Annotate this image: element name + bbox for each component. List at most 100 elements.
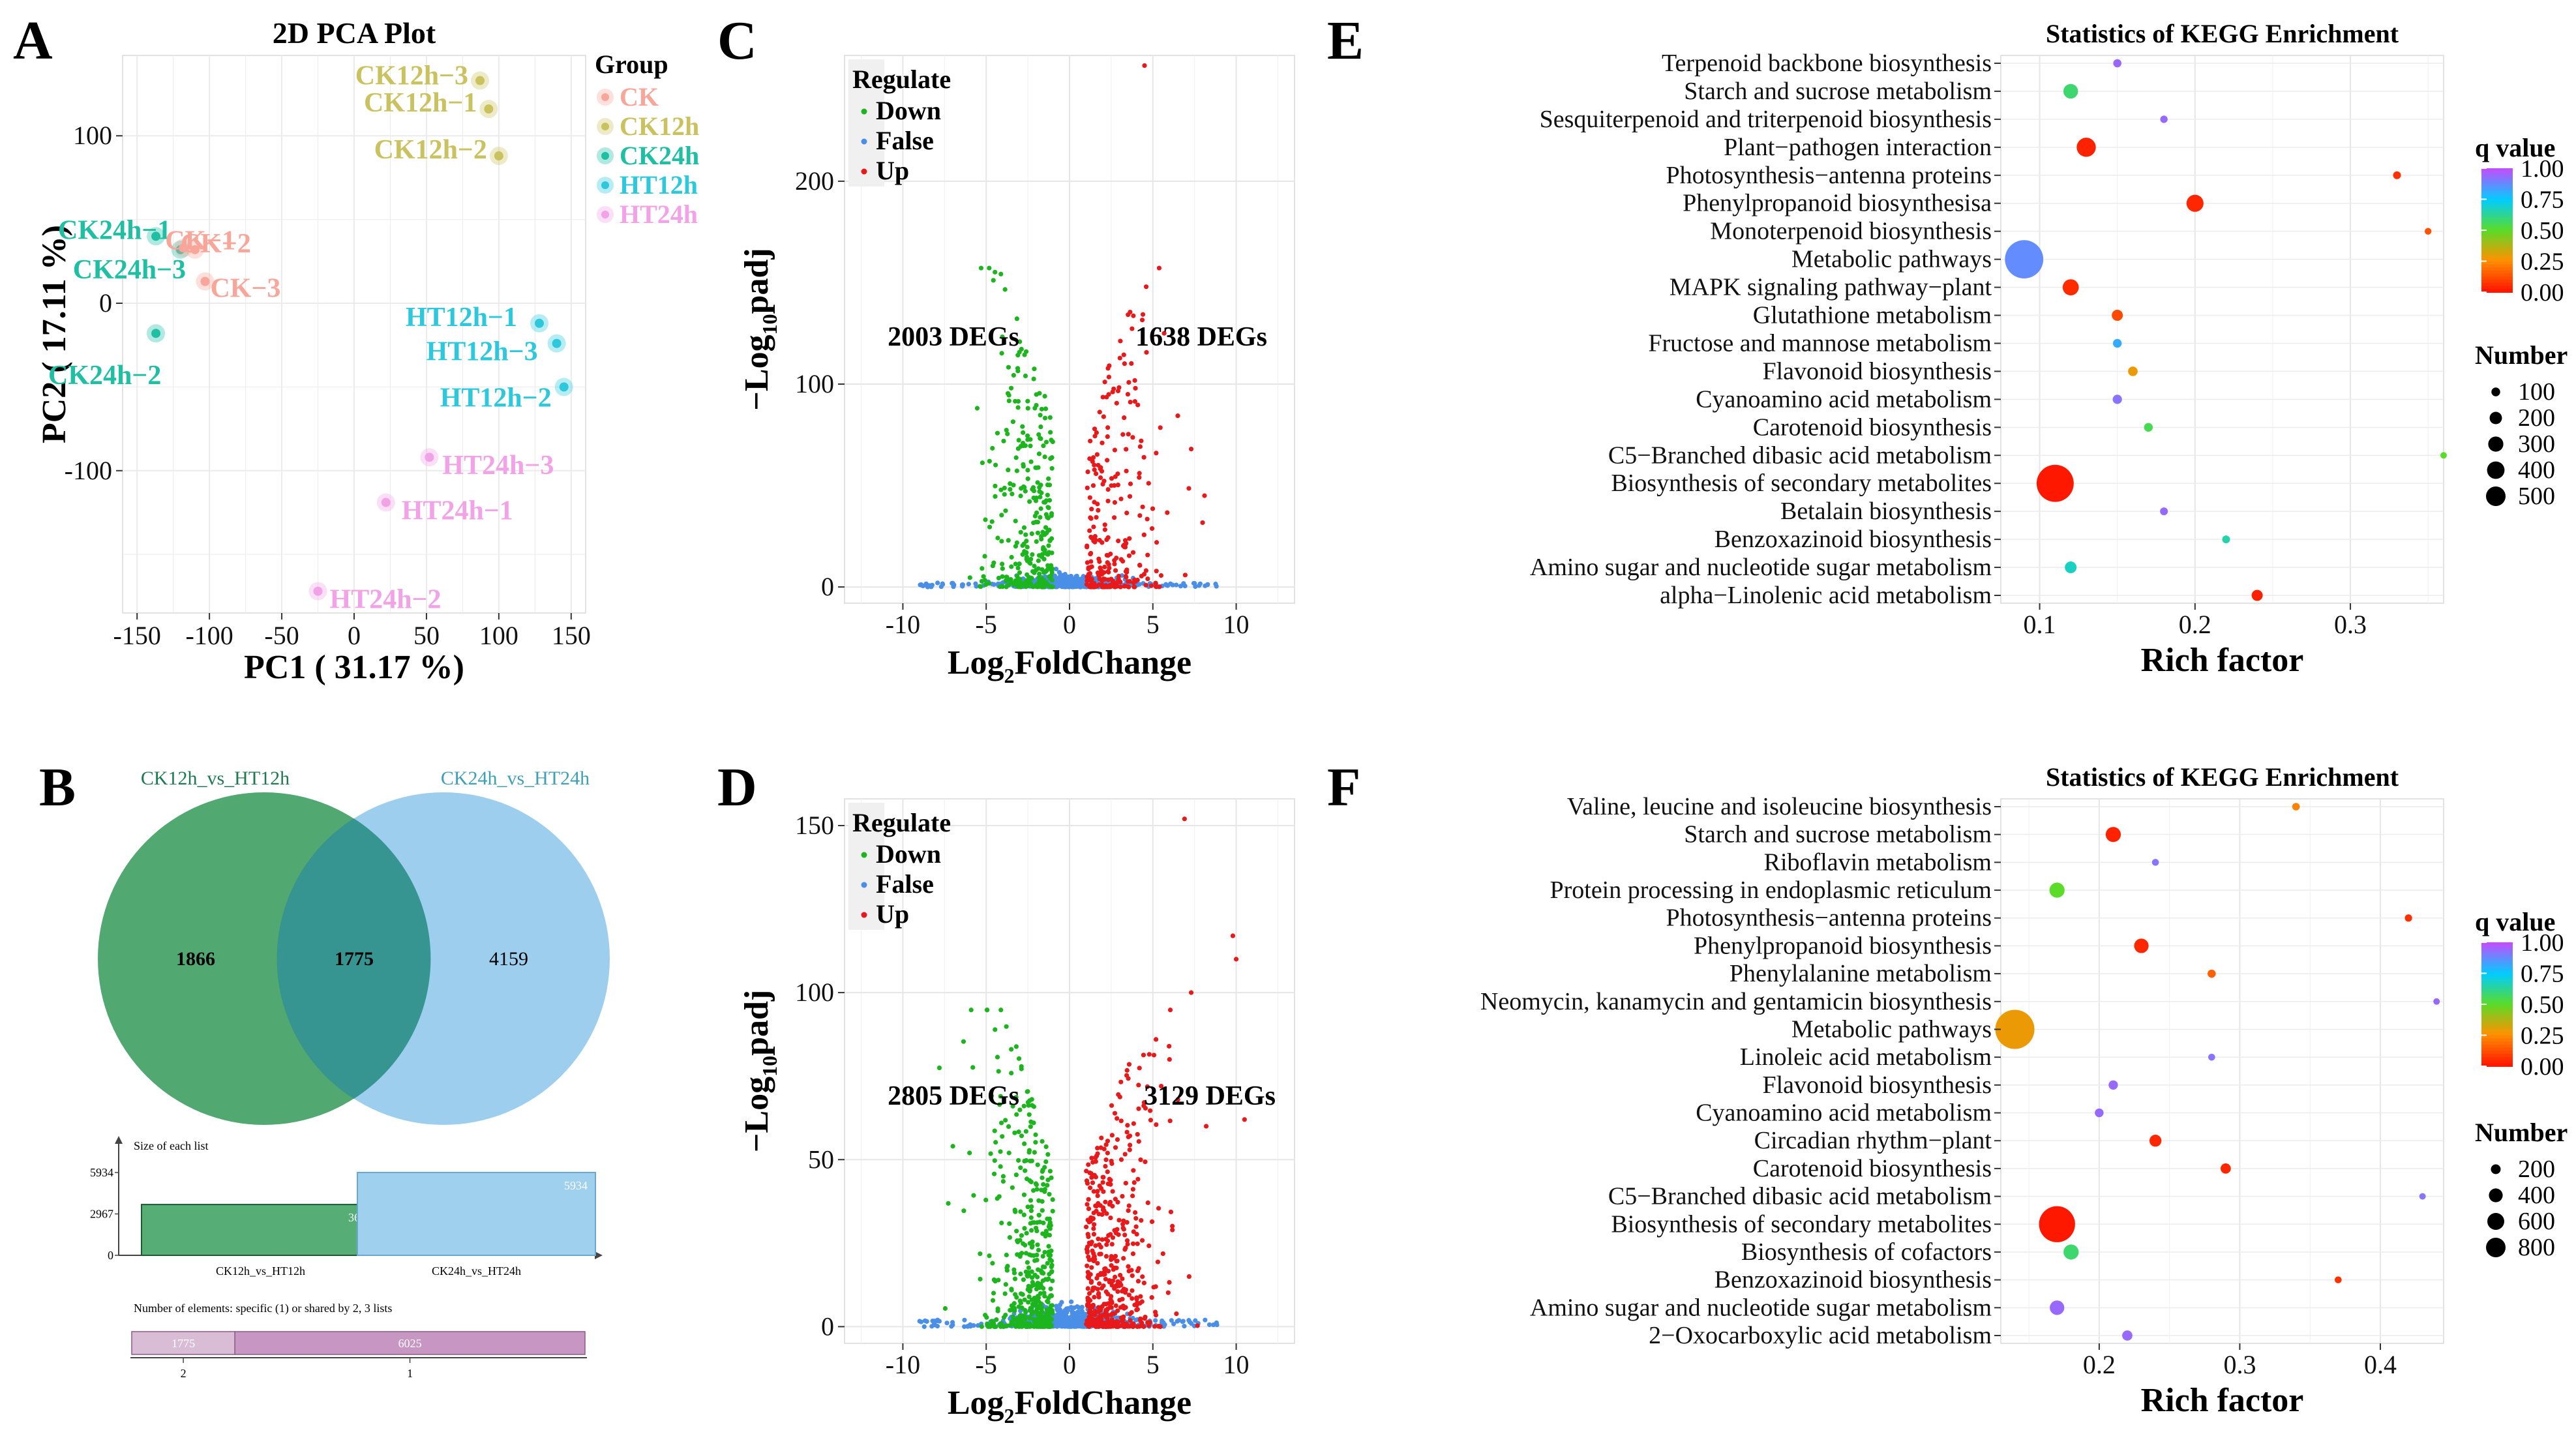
volcano-point	[1023, 1309, 1028, 1315]
kegg-colorbar-segment	[2481, 1035, 2513, 1039]
kegg-colorbar-segment	[2481, 994, 2513, 999]
volcano-point	[1105, 1291, 1111, 1296]
volcano-point	[978, 265, 984, 271]
volcano-y-tick-label: 150	[795, 811, 834, 840]
kegg-term-label: Phenylalanine metabolism	[1730, 960, 1992, 987]
kegg-colorbar-segment	[2481, 1010, 2513, 1015]
volcano-point	[1108, 1232, 1113, 1237]
volcano-point	[1025, 468, 1030, 473]
volcano-point	[1010, 1314, 1016, 1319]
kegg-bubble	[2134, 938, 2149, 953]
volcano-point	[1137, 582, 1142, 587]
volcano-point	[1141, 1103, 1146, 1109]
volcano-point	[1018, 1165, 1023, 1171]
kegg-panel-F: Valine, leucine and isoleucine biosynthe…	[1480, 762, 2568, 1419]
kegg-colorbar-segment	[2481, 1001, 2513, 1005]
kegg-term-label: C5−Branched dibasic acid metabolism	[1608, 441, 1992, 469]
volcano-point	[1013, 1292, 1018, 1297]
kegg-bubble	[2208, 1053, 2215, 1061]
volcano-point	[1026, 1300, 1031, 1305]
kegg-colorbar-segment	[2481, 1063, 2513, 1067]
volcano-point	[1031, 376, 1036, 381]
volcano-point	[1096, 573, 1101, 578]
volcano-point	[1092, 1308, 1098, 1314]
volcano-x-axis-label: Log2FoldChange	[948, 1384, 1191, 1427]
volcano-point	[1042, 500, 1047, 505]
volcano-point	[1141, 1324, 1146, 1329]
volcano-point	[1116, 1217, 1122, 1223]
volcano-point	[1085, 1181, 1090, 1186]
volcano-point	[1182, 583, 1188, 589]
volcano-point	[1047, 1222, 1053, 1227]
volcano-point	[1096, 507, 1101, 513]
volcano-point	[1032, 513, 1038, 518]
volcano-point	[1086, 566, 1091, 572]
pca-point-label: CK−2	[181, 229, 251, 259]
volcano-point	[1025, 545, 1030, 550]
volcano-point	[1105, 498, 1111, 503]
pca-x-tick-label: -150	[113, 621, 161, 650]
volcano-x-tick-label: 5	[1146, 610, 1160, 639]
volcano-point	[1084, 1169, 1089, 1174]
volcano-point	[1107, 1199, 1113, 1205]
volcano-point	[979, 1324, 984, 1329]
volcano-point	[1094, 452, 1100, 457]
volcano-point	[1100, 395, 1105, 400]
volcano-point	[1093, 1174, 1098, 1180]
volcano-point	[1050, 1197, 1055, 1203]
kegg-x-tick-label: 0.2	[2083, 1350, 2116, 1379]
volcano-point	[1045, 492, 1050, 498]
volcano-point	[1096, 1305, 1101, 1310]
volcano-point	[1160, 1251, 1165, 1257]
kegg-colorbar-tick: 0.00	[2521, 1053, 2564, 1081]
pca-point-label: CK12h−3	[355, 61, 468, 91]
volcano-point	[1016, 438, 1021, 443]
volcano-point	[968, 1008, 974, 1013]
kegg-bubble	[2095, 1108, 2104, 1118]
volcano-point	[1126, 312, 1131, 318]
kegg-colorbar-segment	[2481, 1038, 2513, 1042]
volcano-point	[1095, 1145, 1100, 1151]
volcano-point	[1134, 1307, 1139, 1313]
volcano-point	[1109, 1317, 1115, 1322]
kegg-bubble	[2419, 1193, 2426, 1200]
kegg-colorbar-segment	[2481, 957, 2513, 962]
volcano-point	[1023, 488, 1028, 494]
volcano-point	[1045, 1261, 1050, 1266]
pca-y-tick-label: -100	[65, 456, 112, 485]
volcano-point	[1045, 1183, 1050, 1188]
volcano-point	[1133, 1317, 1139, 1322]
volcano-point	[1129, 1322, 1135, 1328]
volcano-point	[978, 1251, 983, 1257]
volcano-point	[1050, 1278, 1055, 1283]
volcano-point	[1168, 1209, 1174, 1215]
volcano-point	[1092, 426, 1098, 432]
kegg-bubble	[2393, 171, 2401, 179]
pca-y-tick-label: 100	[73, 121, 112, 150]
volcano-point	[1042, 1324, 1047, 1329]
volcano-point	[1099, 1285, 1105, 1291]
volcano-point	[1135, 402, 1141, 408]
kegg-size-legend-dot	[2487, 461, 2505, 479]
volcano-point	[1110, 578, 1116, 584]
volcano-point	[998, 487, 1004, 492]
volcano-point	[962, 1324, 967, 1329]
volcano-point	[1126, 553, 1132, 558]
kegg-x-tick-label: 0.4	[2364, 1350, 2397, 1379]
volcano-point	[1176, 1318, 1182, 1323]
kegg-colorbar-segment	[2481, 945, 2513, 949]
volcano-point	[940, 582, 946, 587]
volcano-point	[966, 582, 971, 587]
volcano-point	[1105, 425, 1111, 430]
volcano-point	[1122, 361, 1127, 366]
volcano-point	[980, 460, 985, 466]
volcano-point	[1030, 1243, 1035, 1249]
volcano-point	[1114, 556, 1119, 561]
volcano-point	[1015, 405, 1021, 410]
volcano-point	[1126, 1292, 1131, 1298]
volcano-point	[1013, 518, 1018, 524]
volcano-point	[1090, 483, 1096, 488]
kegg-bubble	[2335, 1276, 2342, 1283]
volcano-point	[1017, 1298, 1023, 1304]
